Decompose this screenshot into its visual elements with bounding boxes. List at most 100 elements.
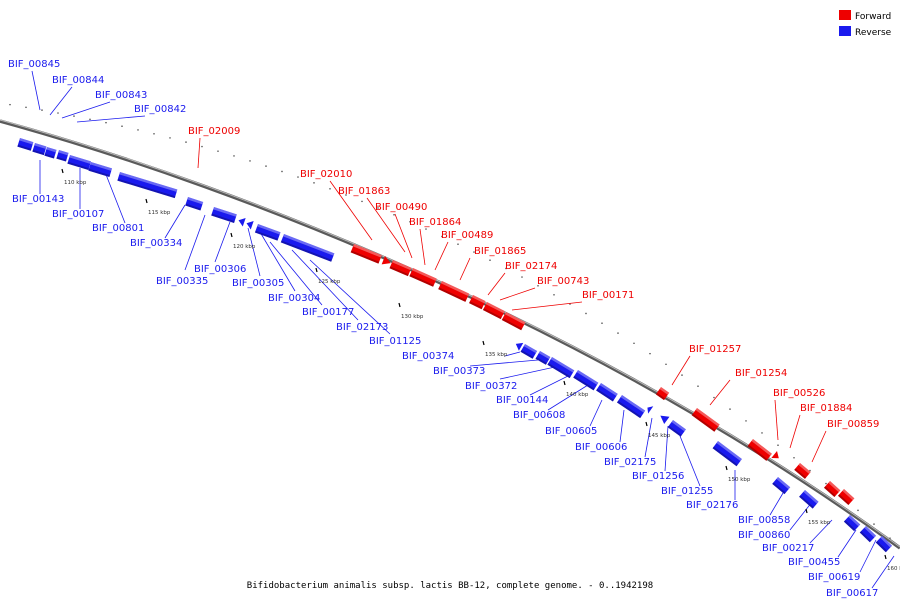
gene-highlight [119, 172, 178, 192]
reverse-gene[interactable] [799, 490, 819, 509]
gene-labels: BIF_02009 BIF_02010 BIF_01863 BIF_00490 BIF_… [8, 59, 879, 599]
gene-label[interactable]: BIF_01254 [735, 368, 787, 379]
gene-label[interactable]: BIF_02009 [188, 126, 240, 137]
reverse-gene[interactable] [185, 197, 204, 211]
gene-label[interactable]: BIF_02010 [300, 169, 352, 180]
forward-gene[interactable] [438, 281, 470, 302]
gene-label[interactable]: BIF_00606 [575, 442, 627, 453]
gene-label[interactable]: BIF_01257 [689, 344, 741, 355]
reverse-gene[interactable] [547, 357, 575, 379]
gene-label[interactable]: BIF_01256 [632, 471, 684, 482]
reverse-gene[interactable] [859, 526, 877, 543]
gene-highlight [620, 395, 646, 413]
forward-gene[interactable] [655, 387, 670, 401]
gene-label[interactable]: BIF_00619 [808, 572, 860, 583]
forward-gene[interactable] [823, 481, 841, 498]
gene-highlight [880, 536, 893, 548]
reverse-gene[interactable] [56, 150, 69, 162]
gene-label[interactable]: BIF_00526 [773, 388, 825, 399]
gene-label[interactable]: BIF_00177 [302, 307, 354, 318]
reverse-gene[interactable] [44, 147, 57, 159]
gene-label[interactable]: BIF_00143 [12, 194, 64, 205]
reverse-gene[interactable] [875, 536, 893, 553]
gene-label[interactable]: BIF_02174 [505, 261, 557, 272]
gene-label[interactable]: BIF_00455 [788, 557, 840, 568]
gene-label[interactable]: BIF_01863 [338, 186, 390, 197]
reverse-gene[interactable] [245, 219, 254, 230]
gene-label[interactable]: BIF_00374 [402, 351, 454, 362]
gene-label[interactable]: BIF_00842 [134, 104, 186, 115]
leader-line [529, 375, 569, 396]
gene-label[interactable]: BIF_00605 [545, 426, 597, 437]
reverse-gene[interactable] [280, 234, 335, 262]
gene-label[interactable]: BIF_00304 [268, 293, 320, 304]
reverse-gene[interactable] [616, 395, 646, 419]
gene-label[interactable]: BIF_00306 [194, 264, 246, 275]
reverse-gene[interactable] [211, 207, 237, 223]
forward-gene[interactable] [469, 295, 486, 310]
gene-label[interactable]: BIF_00845 [8, 59, 60, 70]
forward-gene[interactable] [747, 439, 772, 461]
reverse-gene[interactable] [237, 216, 246, 227]
gene-shadow [667, 425, 682, 437]
reverse-gene[interactable] [596, 383, 618, 402]
gene-label[interactable]: BIF_01884 [800, 403, 852, 414]
reverse-gene[interactable] [514, 340, 524, 351]
reverse-gene[interactable] [254, 224, 281, 241]
gene-label[interactable]: BIF_00373 [433, 366, 485, 377]
reverse-gene[interactable] [573, 370, 599, 391]
forward-gene[interactable] [837, 489, 855, 506]
reverse-gene[interactable] [535, 351, 551, 365]
gene-label[interactable]: BIF_00844 [52, 75, 104, 86]
gene-label[interactable]: BIF_00860 [738, 530, 790, 541]
reverse-gene[interactable] [712, 441, 742, 467]
gene-label[interactable]: BIF_00335 [156, 276, 208, 287]
reverse-gene[interactable] [67, 155, 92, 171]
gene-label[interactable]: BIF_00171 [582, 290, 634, 301]
gene-label[interactable]: BIF_01865 [474, 246, 526, 257]
reverse-gene[interactable] [88, 162, 113, 178]
gene-label[interactable]: BIF_00107 [52, 209, 104, 220]
gene-label[interactable]: BIF_00608 [513, 410, 565, 421]
gene-label[interactable]: BIF_00743 [537, 276, 589, 287]
forward-gene[interactable] [691, 408, 720, 432]
forward-gene[interactable] [409, 268, 437, 287]
gene-label[interactable]: BIF_02173 [336, 322, 388, 333]
gene-label[interactable]: BIF_01255 [661, 486, 713, 497]
gene-label[interactable]: BIF_00859 [827, 419, 879, 430]
gene-label[interactable]: BIF_00843 [95, 90, 147, 101]
forward-gene[interactable] [794, 463, 811, 479]
gene-label[interactable]: BIF_00858 [738, 515, 790, 526]
forward-gene[interactable] [501, 312, 526, 331]
gene-label[interactable]: BIF_00372 [465, 381, 517, 392]
reverse-gene[interactable] [32, 143, 47, 156]
reverse-gene[interactable] [645, 404, 654, 414]
gene-shadow [254, 230, 279, 241]
forward-gene[interactable] [350, 244, 382, 264]
reverse-gene[interactable] [520, 344, 538, 359]
gene-label[interactable]: BIF_01864 [409, 217, 461, 228]
gene-label[interactable]: BIF_00489 [441, 230, 493, 241]
reverse-gene[interactable] [658, 412, 670, 424]
reverse-gene[interactable] [117, 172, 178, 199]
gene-label[interactable]: BIF_00144 [496, 395, 548, 406]
gene-label[interactable]: BIF_00217 [762, 543, 814, 554]
gene-label[interactable]: BIF_02176 [686, 500, 738, 511]
gene-label[interactable]: BIF_00490 [375, 202, 427, 213]
gene-label[interactable]: BIF_02175 [604, 457, 656, 468]
gene-label[interactable]: BIF_01125 [369, 336, 421, 347]
forward-gene[interactable] [381, 256, 393, 267]
forward-gene[interactable] [482, 302, 505, 320]
gene-label[interactable]: BIF_00305 [232, 278, 284, 289]
gene-label[interactable]: BIF_00801 [92, 223, 144, 234]
forward-gene[interactable] [389, 260, 412, 277]
gene-label[interactable]: BIF_00617 [826, 588, 878, 599]
forward-gene[interactable] [771, 451, 781, 462]
reverse-gene[interactable] [667, 420, 686, 437]
reverse-gene[interactable] [843, 515, 861, 532]
reverse-gene[interactable] [772, 477, 791, 495]
gene-label[interactable]: BIF_00334 [130, 238, 182, 249]
reverse-gene[interactable] [17, 138, 34, 151]
gene-body [799, 490, 819, 509]
